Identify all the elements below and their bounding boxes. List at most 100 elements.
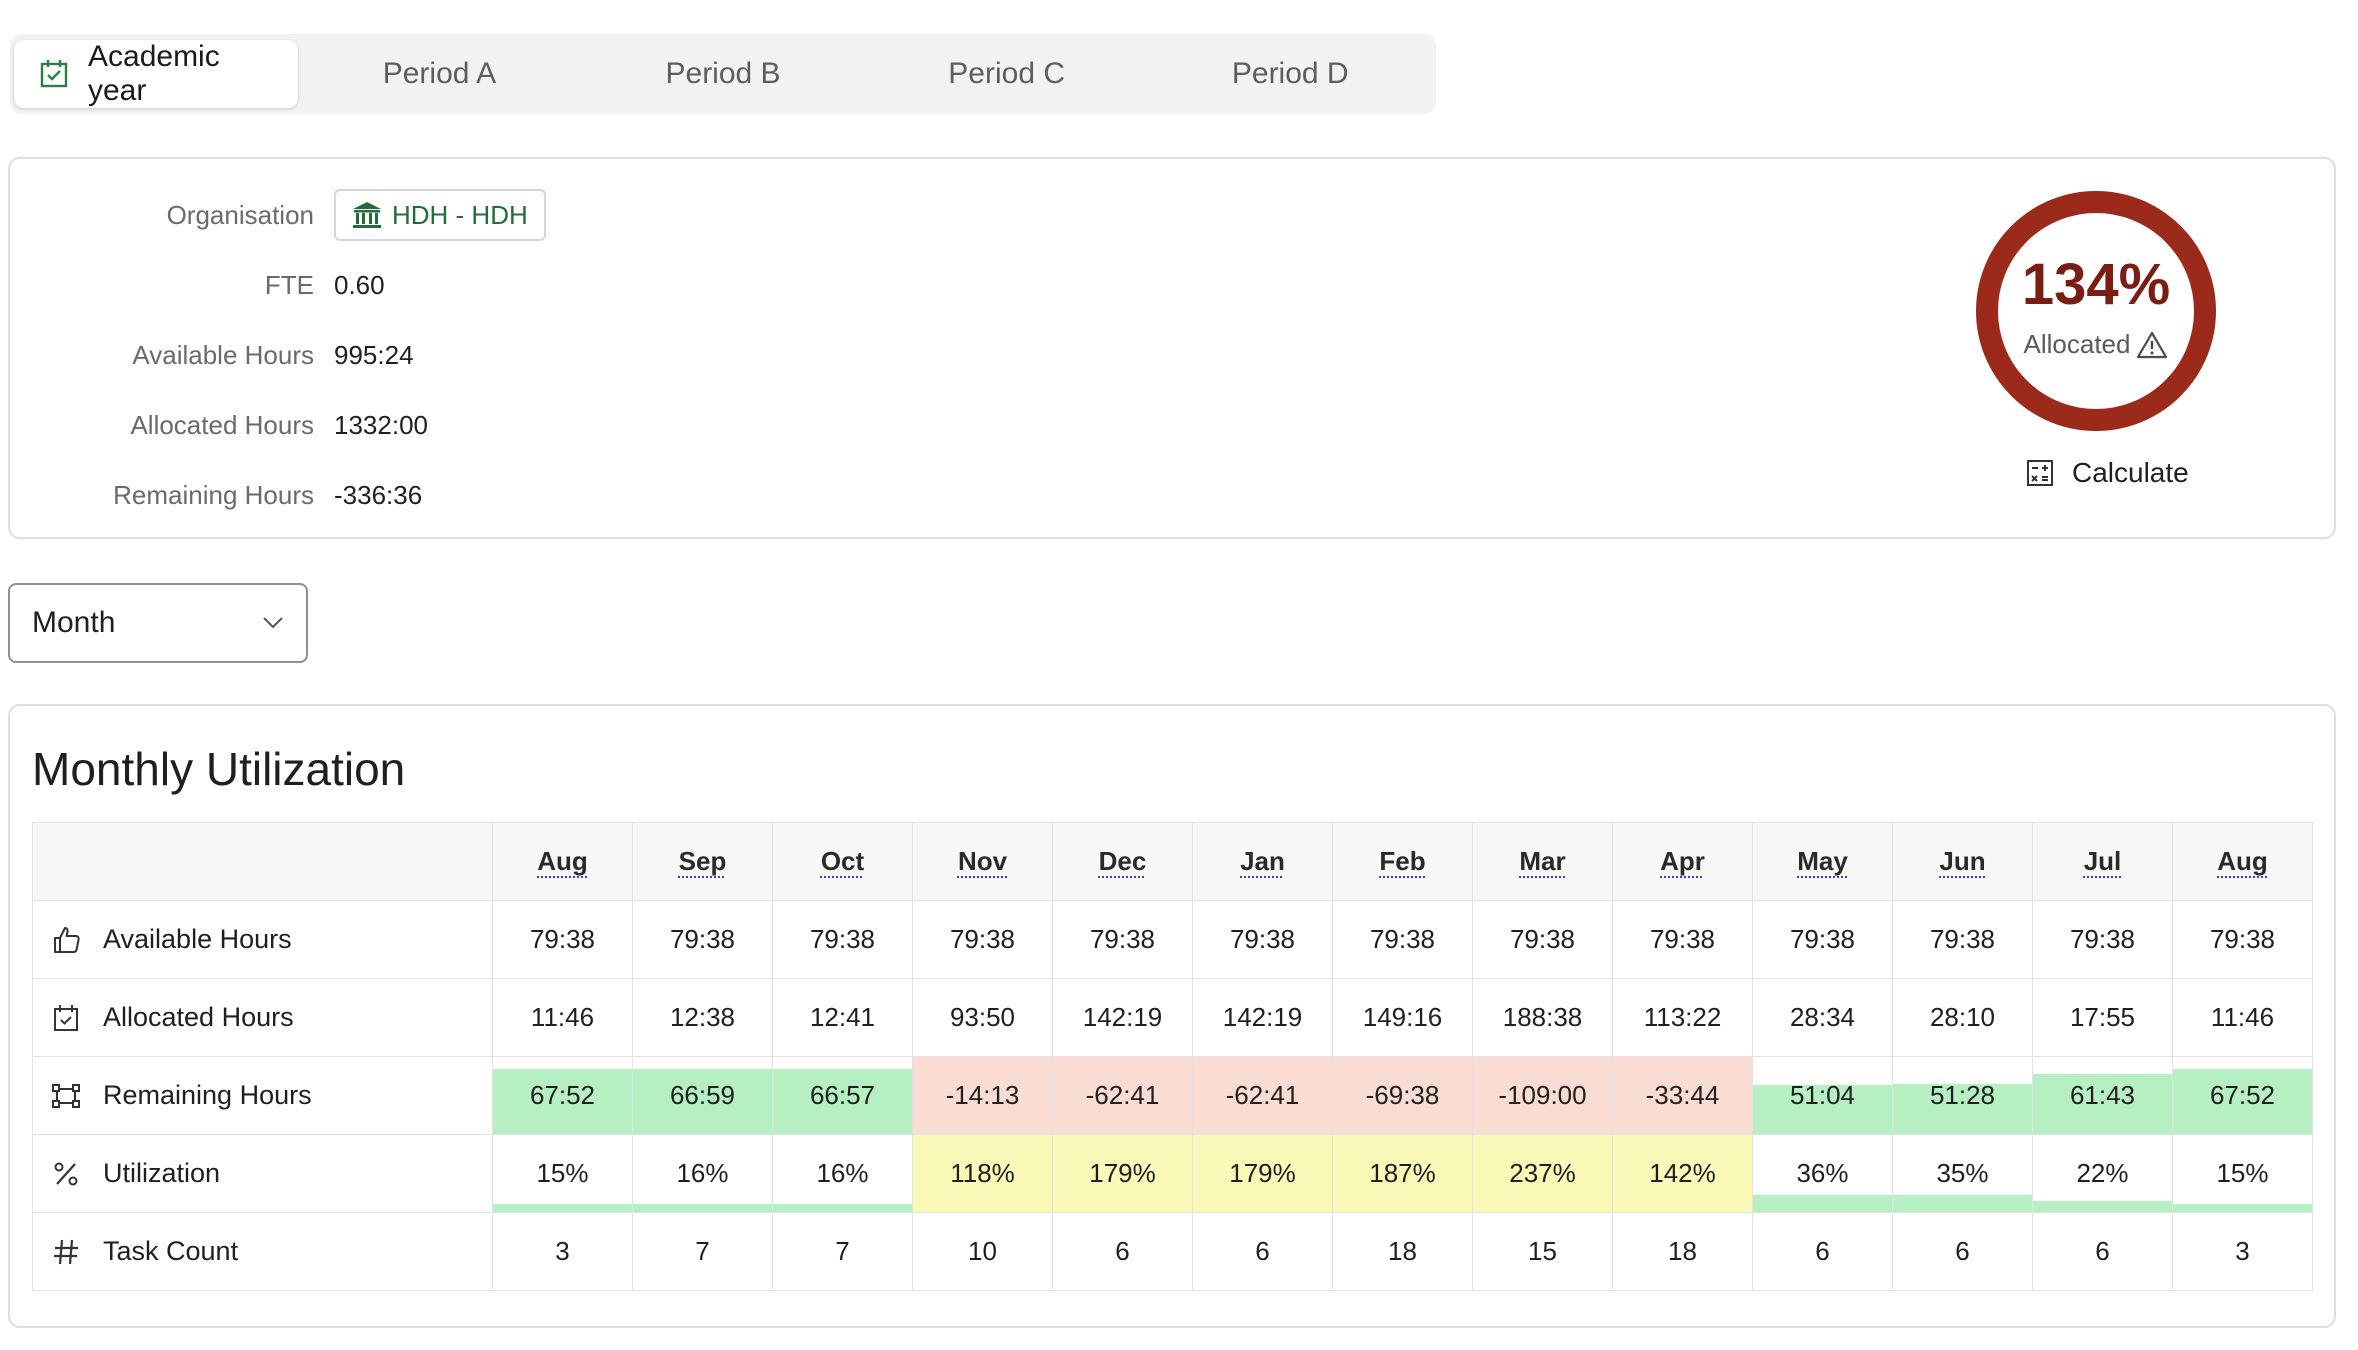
remaining-cell: 51:28 — [1892, 1056, 2033, 1135]
month-abbr: Feb — [1379, 846, 1426, 876]
allocated-cell: 142:19 — [1192, 978, 1333, 1057]
tasks-value: 18 — [1668, 1236, 1697, 1266]
available-value: 79:38 — [1929, 924, 1996, 954]
tab-label: Period C — [948, 57, 1065, 90]
calculate-label: Calculate — [2072, 457, 2189, 488]
allocated-hours-row: Allocated Hours 1332:00 — [10, 405, 428, 445]
available-cell: 79:38 — [1052, 900, 1193, 979]
remaining-fill-bar — [773, 1069, 912, 1134]
available-value: 79:38 — [1229, 924, 1296, 954]
tab-period-b[interactable]: Period B — [581, 40, 865, 108]
month-header: Mar — [1472, 822, 1613, 901]
remaining-fill-bar — [633, 1069, 772, 1134]
allocated-value: 142:19 — [1082, 1002, 1163, 1032]
hash-icon — [51, 1237, 81, 1267]
tasks-cell: 7 — [632, 1212, 773, 1291]
remaining-cell: 67:52 — [492, 1056, 633, 1135]
tab-period-a[interactable]: Period A — [298, 40, 582, 108]
available-value: 79:38 — [809, 924, 876, 954]
allocated-value: 28:34 — [1789, 1002, 1856, 1032]
available-cell: 79:38 — [1892, 900, 2033, 979]
month-header: Jul — [2032, 822, 2173, 901]
allocated-value: 149:16 — [1362, 1002, 1443, 1032]
tab-period-d[interactable]: Period D — [1148, 40, 1432, 108]
remaining-fill-bar — [2033, 1073, 2172, 1134]
fte-value: 0.60 — [334, 269, 385, 300]
utilization-value: 142% — [1649, 1158, 1716, 1188]
remaining-value: -69:38 — [1365, 1080, 1440, 1110]
utilization-fill-bar — [633, 1204, 772, 1212]
available-cell: 79:38 — [632, 900, 773, 979]
month-header: Nov — [912, 822, 1053, 901]
utilization-cell: 15% — [2172, 1134, 2313, 1213]
utilization-cell: 142% — [1612, 1134, 1753, 1213]
tab-academic-year[interactable]: Academic year — [14, 40, 298, 108]
tasks-value: 6 — [1115, 1236, 1130, 1266]
remaining-fill-bar — [1753, 1084, 1892, 1134]
allocated-cell: 28:34 — [1752, 978, 1893, 1057]
utilization-cell: 118% — [912, 1134, 1053, 1213]
available-cell: 79:38 — [1192, 900, 1333, 979]
remaining-value: 67:52 — [529, 1080, 596, 1110]
month-abbr: Oct — [820, 846, 865, 876]
allocated-value: 12:38 — [669, 1002, 736, 1032]
organisation-badge[interactable]: HDH - HDH — [334, 189, 546, 241]
header-corner — [32, 822, 493, 901]
available-hours-table-row: Available Hours 79:38 79:38 79:38 79:38 79:3… — [32, 900, 2313, 979]
remaining-cell: 61:43 — [2032, 1056, 2173, 1135]
row-label: Available Hours — [103, 924, 292, 954]
period-tabs: Academic year Period A Period B Period C… — [10, 34, 1436, 114]
remaining-value: -109:00 — [1498, 1080, 1587, 1110]
utilization-value: 237% — [1509, 1158, 1576, 1188]
tasks-cell: 6 — [2032, 1212, 2173, 1291]
fte-label: FTE — [264, 269, 314, 300]
calculate-button[interactable]: Calculate — [2026, 457, 2189, 489]
allocated-cell: 11:46 — [2172, 978, 2313, 1057]
tasks-value: 6 — [1815, 1236, 1830, 1266]
allocated-value: 11:46 — [2210, 1002, 2275, 1032]
month-header: May — [1752, 822, 1893, 901]
tab-period-c[interactable]: Period C — [865, 40, 1149, 108]
utilization-cell: 22% — [2032, 1134, 2173, 1213]
utilization-cell: 35% — [1892, 1134, 2033, 1213]
calendar-check-icon — [51, 1003, 81, 1033]
utilization-value: 15% — [536, 1158, 589, 1188]
allocated-value: 28:10 — [1929, 1002, 1996, 1032]
granularity-select[interactable]: Month — [8, 583, 308, 663]
allocated-cell: 12:41 — [772, 978, 913, 1057]
utilization-value: 35% — [1936, 1158, 1989, 1188]
gauge-ring — [1976, 191, 2216, 431]
utilization-cell: 179% — [1192, 1134, 1333, 1213]
tasks-cell: 6 — [1052, 1212, 1193, 1291]
tasks-value: 7 — [835, 1236, 850, 1266]
remaining-cell: -69:38 — [1332, 1056, 1473, 1135]
tab-label: Academic year — [88, 40, 220, 107]
available-cell: 79:38 — [1472, 900, 1613, 979]
utilization-value: 16% — [816, 1158, 869, 1188]
allocated-value: 12:41 — [809, 1002, 876, 1032]
month-abbr: Jul — [2083, 846, 2122, 876]
remaining-fill-bar — [2173, 1068, 2312, 1134]
organisation-row: Organisation HDH - HDH — [10, 187, 546, 243]
remaining-cell: -62:41 — [1052, 1056, 1193, 1135]
tasks-value: 7 — [695, 1236, 710, 1266]
available-value: 79:38 — [1089, 924, 1156, 954]
available-value: 79:38 — [1509, 924, 1576, 954]
available-value: 79:38 — [2209, 924, 2276, 954]
remaining-cell: -14:13 — [912, 1056, 1053, 1135]
available-cell: 79:38 — [1332, 900, 1473, 979]
month-header: Jan — [1192, 822, 1333, 901]
utilization-value: 16% — [676, 1158, 729, 1188]
row-label: Allocated Hours — [103, 1002, 294, 1032]
tab-label: Period D — [1231, 57, 1349, 90]
allocated-cell: 113:22 — [1612, 978, 1753, 1057]
utilization-fill-bar — [2033, 1201, 2172, 1212]
utilization-value: 36% — [1796, 1158, 1849, 1188]
available-hours-label: Available Hours — [132, 339, 314, 370]
allocated-cell: 142:19 — [1052, 978, 1193, 1057]
remaining-value: 67:52 — [2209, 1080, 2276, 1110]
remaining-cell: -109:00 — [1472, 1056, 1613, 1135]
tasks-cell: 3 — [2172, 1212, 2313, 1291]
allocated-hours-table-row: Allocated Hours 11:46 12:38 12:41 93:50 142:… — [32, 978, 2313, 1057]
month-abbr: Sep — [678, 846, 727, 876]
